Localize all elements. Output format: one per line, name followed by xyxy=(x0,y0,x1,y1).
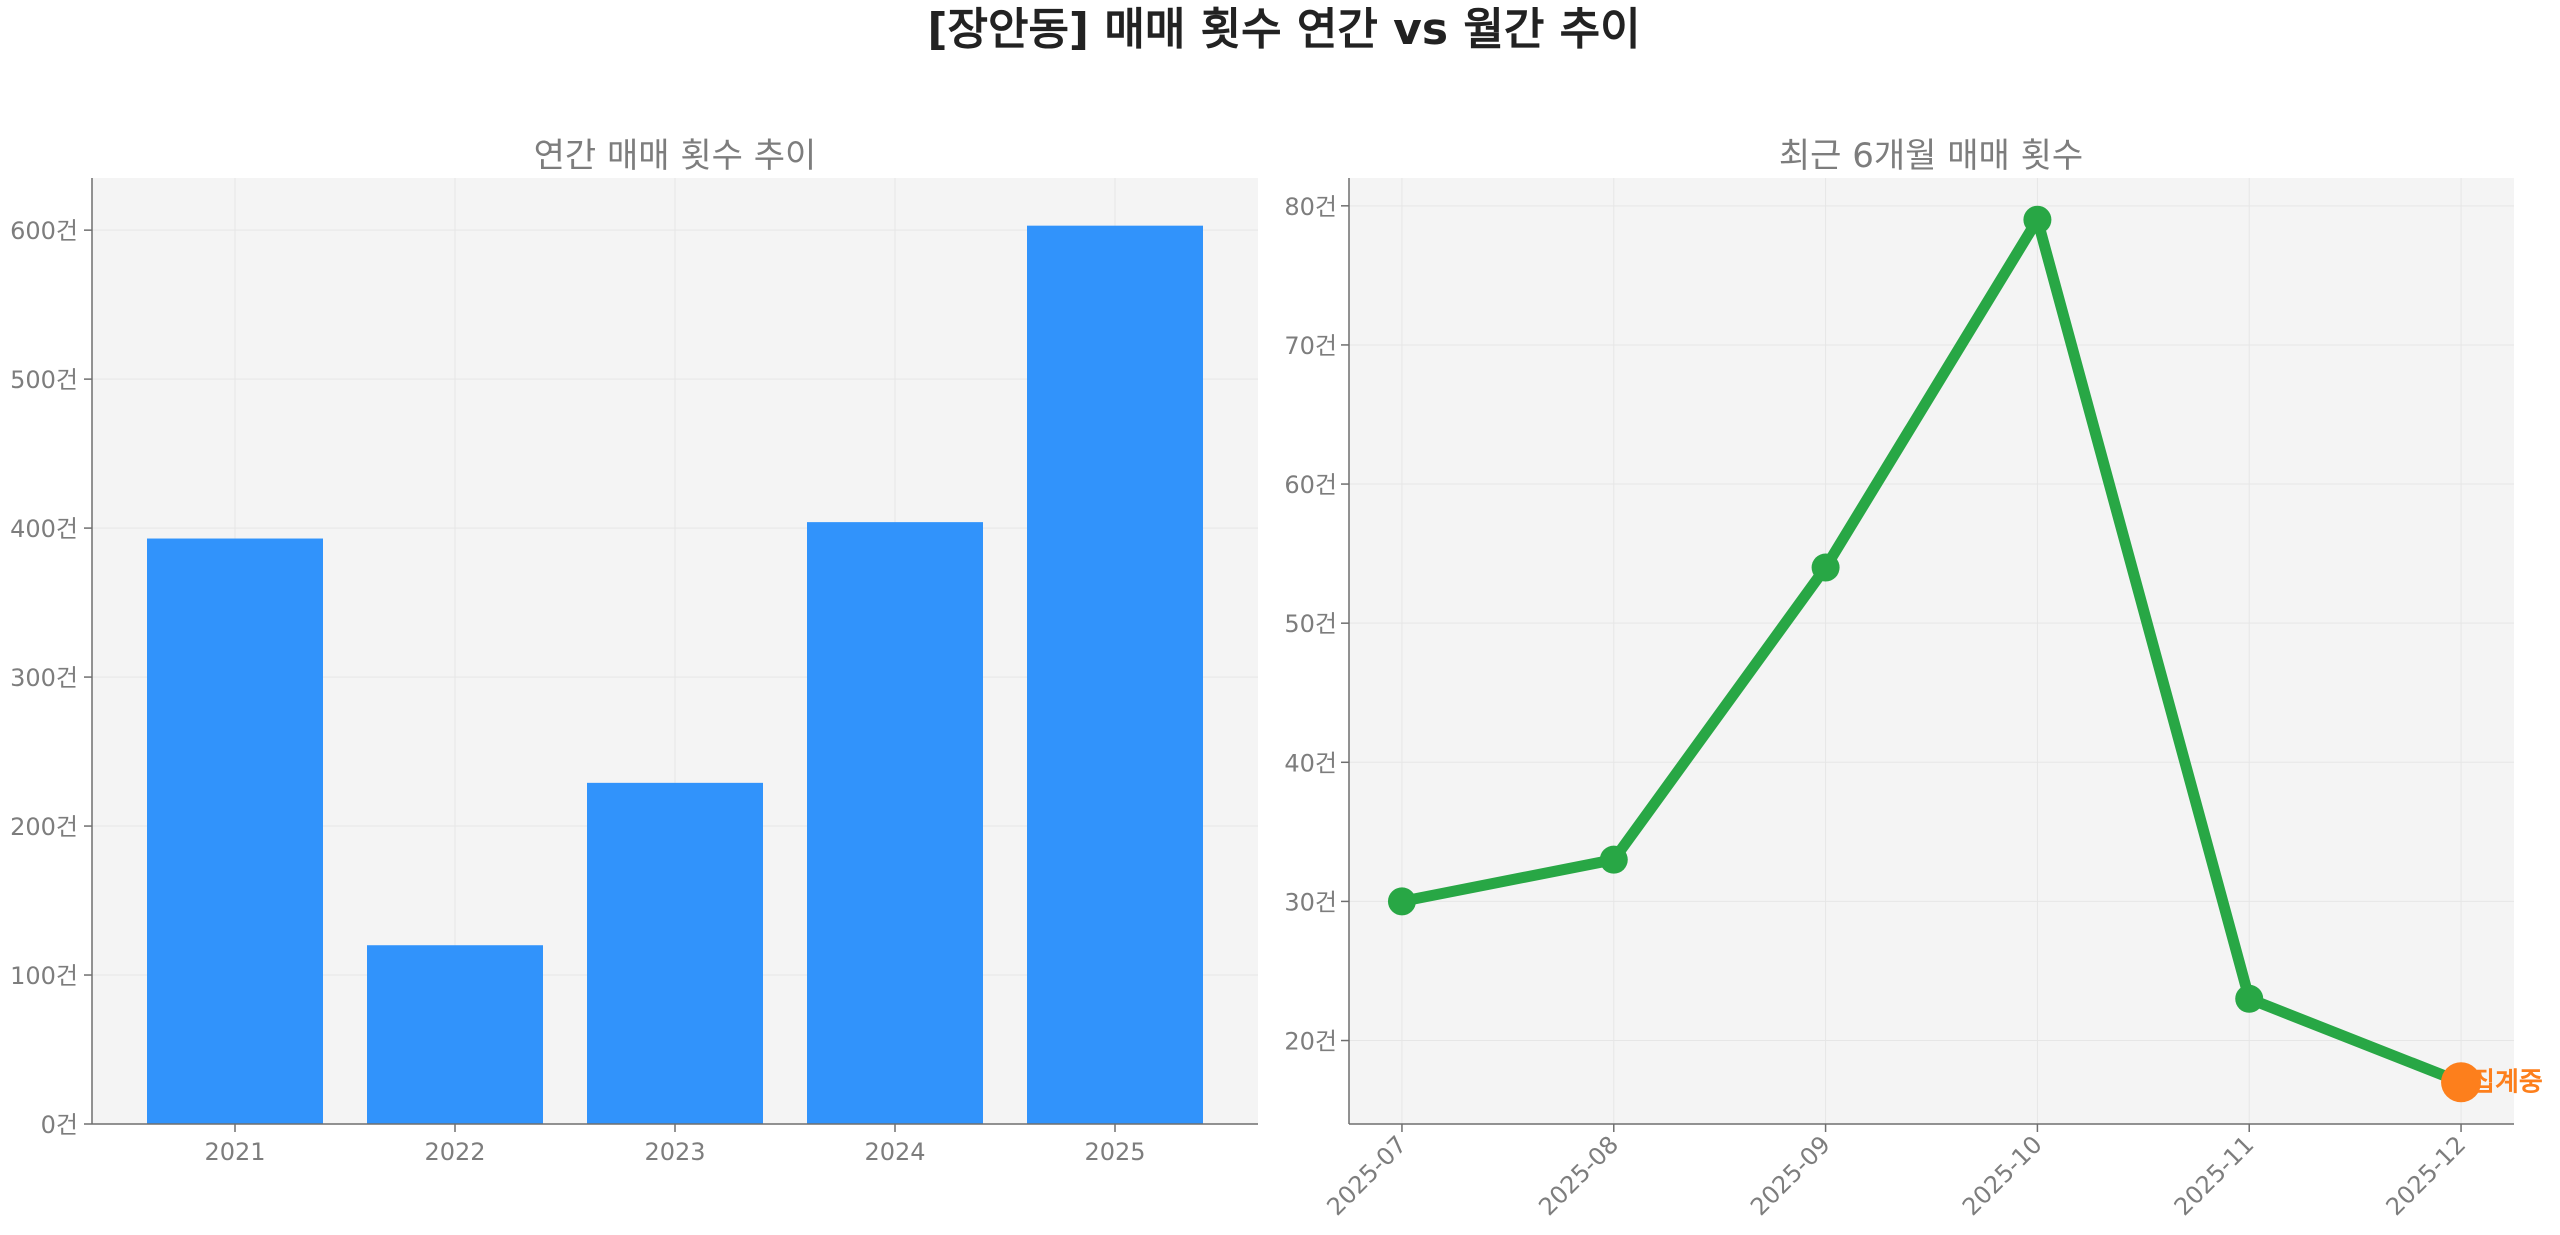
line-point-2025-10 xyxy=(2023,205,2052,234)
bar-chart-ytick-label: 500건 xyxy=(10,366,78,394)
in-progress-annotation: 집계중 xyxy=(2471,1067,2543,1097)
bar-chart-title: 연간 매매 횟수 추이 xyxy=(534,136,817,176)
bar-chart-xtick-label: 2024 xyxy=(864,1138,925,1166)
bar-chart-ytick-label: 200건 xyxy=(10,813,78,841)
line-chart-ytick-label: 50건 xyxy=(1284,610,1337,638)
bar-chart-bars xyxy=(147,225,1203,1125)
bar-chart-ytick-label: 100건 xyxy=(10,962,78,990)
line-chart-xtick-label: 2025-07 xyxy=(1321,1130,1412,1221)
bar-chart-xtick-label: 2025 xyxy=(1084,1138,1145,1166)
bar-chart-panel: 0건 100건 200건 300건 400건 500건 600건 2021 2022 2023 20… xyxy=(10,136,1258,1166)
line-series xyxy=(1396,214,2467,1088)
line-chart-xtick-label: 2025-09 xyxy=(1745,1130,1836,1221)
line-point-2025-12-in-progress xyxy=(2441,1062,2482,1103)
figure-title: [장안동] 매매 횟수 연간 vs 월간 추이 xyxy=(927,4,1640,55)
line-chart-series: 집계중 xyxy=(1387,205,2543,1103)
bar-chart-ytick-label: 600건 xyxy=(10,217,78,245)
line-chart-panel: 집계중 20건 30건 40건 50건 60건 70건 80건 2025-07 2025-08 2… xyxy=(1284,136,2542,1221)
bar-2022 xyxy=(367,945,543,1124)
line-chart-xtick-label: 2025-10 xyxy=(1957,1130,2048,1221)
bar-2023 xyxy=(587,782,763,1124)
line-chart-axes xyxy=(1341,178,2514,1132)
line-point-2025-08 xyxy=(1599,845,1628,874)
bar-chart-xtick-label: 2023 xyxy=(644,1138,705,1166)
line-chart-ytick-label: 60건 xyxy=(1284,471,1337,499)
line-point-2025-11 xyxy=(2235,984,2264,1013)
line-chart-xtick-label: 2025-08 xyxy=(1533,1130,1624,1221)
bar-chart-ytick-label: 300건 xyxy=(10,664,78,692)
bar-chart-ytick-label: 400건 xyxy=(10,515,78,543)
bar-2021 xyxy=(147,538,323,1124)
bar-chart-tick-labels: 0건 100건 200건 300건 400건 500건 600건 2021 2022 2023 20… xyxy=(10,217,1145,1166)
line-chart-plot-area xyxy=(1349,178,2514,1124)
bar-chart-xtick-label: 2022 xyxy=(424,1138,485,1166)
line-chart-gridlines xyxy=(1349,178,2514,1124)
bar-2025 xyxy=(1027,225,1203,1125)
line-chart-ytick-label: 30건 xyxy=(1284,888,1337,916)
line-chart-ytick-label: 70건 xyxy=(1284,332,1337,360)
line-point-2025-09 xyxy=(1811,553,1840,582)
line-point-2025-07 xyxy=(1387,887,1416,916)
bar-2024 xyxy=(807,522,983,1124)
line-chart-ytick-label: 80건 xyxy=(1284,193,1337,221)
bar-chart-xtick-label: 2021 xyxy=(204,1138,265,1166)
line-chart-xtick-label: 2025-11 xyxy=(2169,1130,2260,1221)
line-chart-xtick-label: 2025-12 xyxy=(2381,1130,2472,1221)
line-chart-title: 최근 6개월 매매 횟수 xyxy=(1779,136,2083,176)
bar-chart-ytick-label: 0건 xyxy=(41,1111,78,1139)
line-chart-ytick-label: 20건 xyxy=(1284,1028,1337,1056)
line-chart-ytick-label: 40건 xyxy=(1284,749,1337,777)
bar-chart-axes xyxy=(84,178,1258,1132)
